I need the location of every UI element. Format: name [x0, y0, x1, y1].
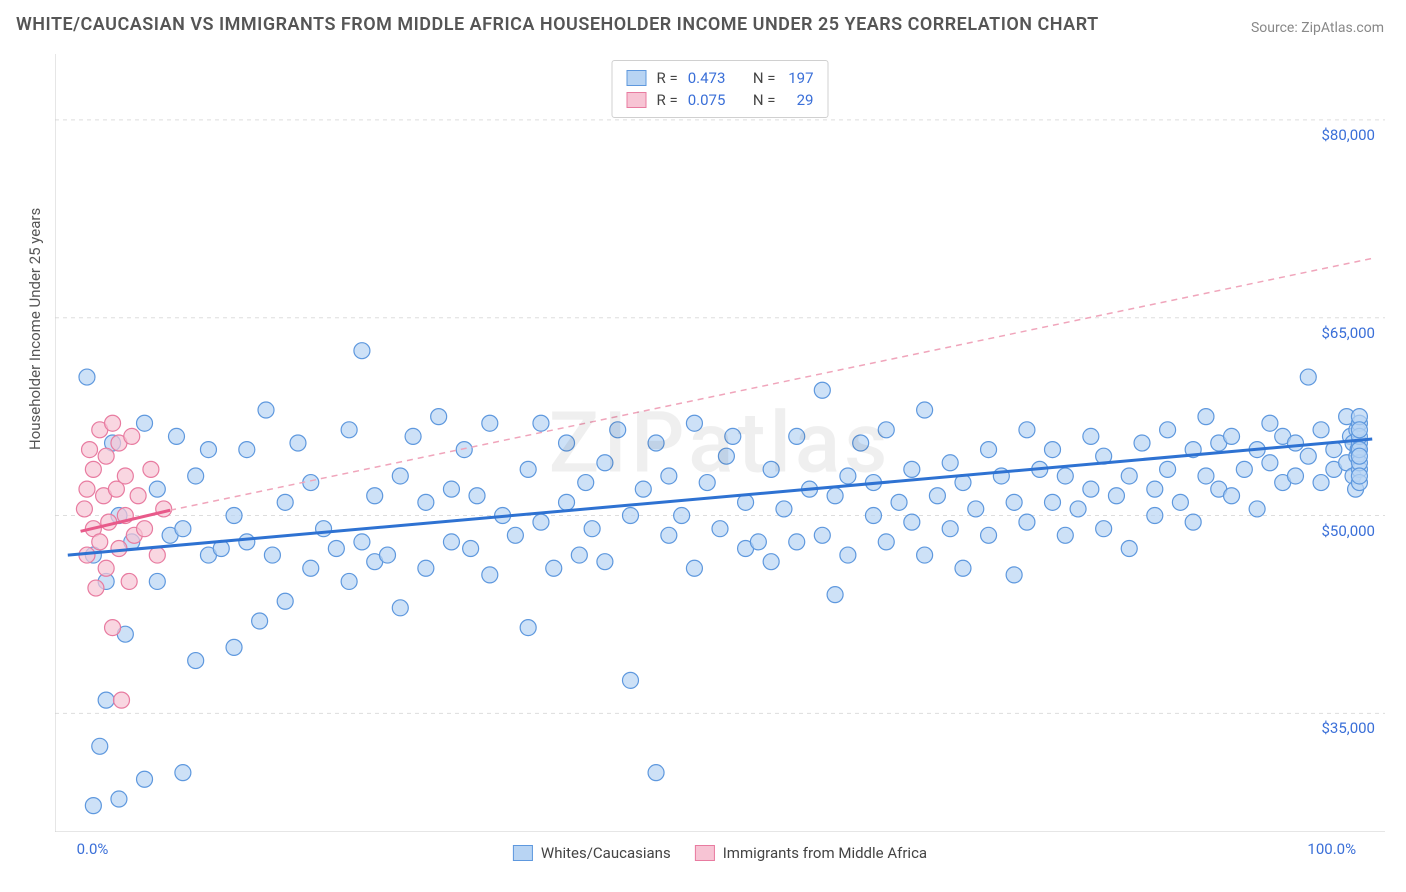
correlation-legend: R = 0.473 N = 197R = 0.075 N = 29 [612, 60, 829, 118]
chart-container: WHITE/CAUCASIAN VS IMMIGRANTS FROM MIDDL… [0, 0, 1406, 892]
y-tick-label: $35,000 [1321, 719, 1375, 737]
legend-stat-row: R = 0.075 N = 29 [627, 89, 814, 111]
y-axis-label: Householder Income Under 25 years [26, 208, 44, 450]
legend-stat-row: R = 0.473 N = 197 [627, 67, 814, 89]
source-label: Source: ZipAtlas.com [1251, 20, 1384, 36]
series-legend: Whites/Caucasians Immigrants from Middle … [513, 844, 927, 862]
y-tick-label: $65,000 [1321, 324, 1375, 342]
x-tick-label: 0.0% [77, 840, 109, 858]
legend-item: Whites/Caucasians [513, 844, 671, 862]
legend-item: Immigrants from Middle Africa [695, 844, 927, 862]
x-tick-label: 100.0% [1307, 840, 1356, 858]
chart-title: WHITE/CAUCASIAN VS IMMIGRANTS FROM MIDDL… [16, 14, 1099, 35]
y-tick-label: $80,000 [1321, 126, 1375, 144]
y-tick-label: $50,000 [1321, 522, 1375, 540]
chart-svg [55, 54, 1385, 832]
plot-area: ZIPatlas R = 0.473 N = 197R = 0.075 N = … [55, 54, 1385, 832]
